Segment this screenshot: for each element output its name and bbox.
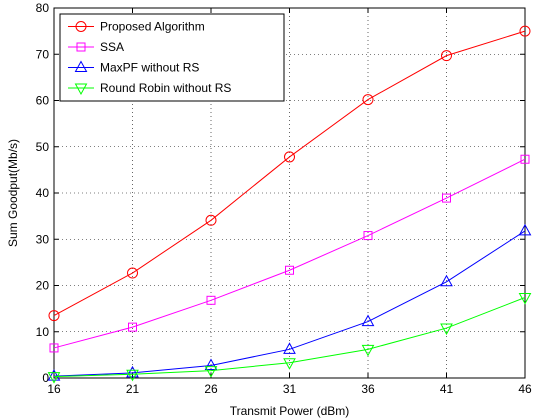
data-point [441, 50, 452, 62]
legend-label: SSA [100, 40, 124, 54]
data-point [283, 358, 296, 370]
legend-entry: Proposed Algorithm [68, 20, 205, 34]
legend-entry: Round Robin without RS [68, 81, 231, 96]
series-2 [49, 154, 530, 353]
data-point [363, 231, 373, 241]
axis-ticks: 16 21 26 31 36 41 46 0 10 20 30 40 50 60 70 80 [36, 1, 532, 396]
data-point [204, 358, 218, 371]
series-4 [47, 293, 532, 384]
data-point [361, 344, 375, 357]
y-tick-label: 50 [36, 140, 50, 154]
data-point [127, 267, 138, 279]
data-point [284, 151, 295, 163]
x-tick-label: 31 [283, 382, 297, 396]
x-tick-label: 26 [204, 382, 218, 396]
y-tick-label: 10 [36, 325, 50, 339]
legend: Proposed Algorithm SSA MaxPF without RS Rou… [59, 13, 285, 102]
y-tick-label: 80 [36, 1, 50, 15]
data-point [126, 369, 139, 382]
legend-box [59, 13, 285, 102]
data-point [204, 366, 218, 378]
data-point [47, 369, 61, 381]
data-point [361, 314, 375, 327]
series-line [53, 230, 526, 377]
data-point [205, 214, 217, 226]
series-line [53, 158, 526, 349]
x-tick-label: 41 [440, 382, 454, 396]
y-tick-label: 30 [36, 232, 50, 246]
legend-label: Round Robin without RS [100, 81, 231, 95]
legend-label: MaxPF without RS [100, 61, 199, 75]
data-point [440, 274, 453, 287]
x-tick-label: 36 [361, 382, 375, 396]
legend-entry: SSA [68, 40, 124, 54]
data-point [48, 310, 60, 322]
legend-label: Proposed Algorithm [100, 20, 205, 34]
series-1 [48, 25, 531, 322]
legend-entry: MaxPF without RS [68, 60, 199, 75]
y-tick-label: 70 [36, 47, 50, 61]
data-point [47, 372, 61, 384]
data-point [520, 154, 530, 164]
data-point [206, 295, 216, 305]
series-layer [47, 25, 532, 384]
data-point [518, 293, 532, 305]
data-point [362, 94, 374, 106]
x-tick-label: 46 [518, 382, 532, 396]
y-tick-label: 40 [36, 186, 50, 200]
y-tick-label: 20 [36, 279, 50, 293]
data-point [440, 323, 453, 336]
legend-marker [75, 21, 87, 32]
data-point [518, 223, 532, 236]
legend-marker [76, 42, 86, 52]
x-tick-label: 21 [126, 382, 140, 396]
legend-marker [74, 83, 88, 96]
data-point [128, 322, 137, 332]
y-tick-label: 60 [36, 94, 50, 108]
data-point [285, 265, 294, 275]
y-tick-label: 0 [42, 371, 49, 385]
legend-marker [74, 60, 88, 72]
series-3 [47, 223, 532, 381]
y-axis-label: Sum Goodput(Mb/s) [6, 139, 20, 247]
x-axis-label: Transmit Power (dBm) [230, 404, 350, 418]
data-point [283, 342, 296, 354]
data-point [126, 365, 139, 378]
data-point [442, 193, 451, 203]
series-line [53, 30, 526, 317]
x-tick-label: 16 [47, 382, 61, 396]
data-point [49, 343, 59, 353]
data-point [519, 25, 531, 37]
series-line [53, 297, 526, 378]
